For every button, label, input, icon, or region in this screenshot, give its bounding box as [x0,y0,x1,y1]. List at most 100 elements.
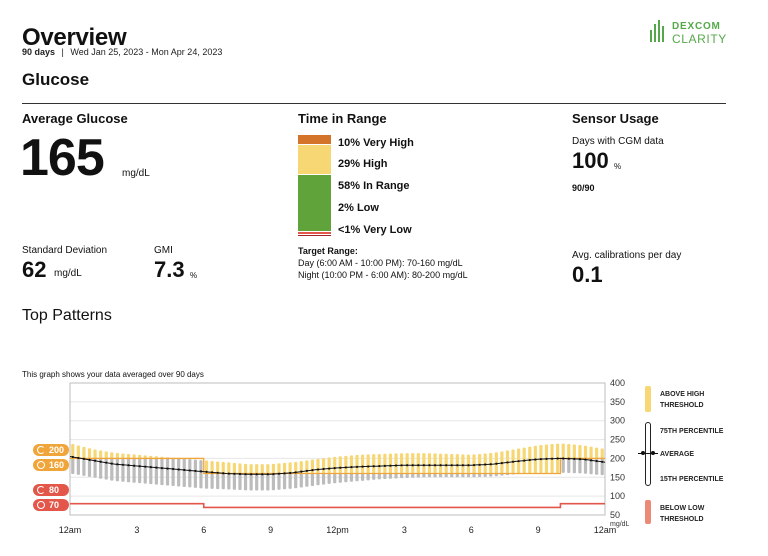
average-point [562,457,565,460]
target-range-night: Night (10:00 PM - 6:00 AM): 80-200 mg/dL [298,270,468,280]
night-high-value: 200 [49,445,65,455]
above-threshold-bar [221,461,225,474]
percentile-bar [87,458,92,477]
percentile-bar [572,458,576,474]
above-threshold-bar [299,461,303,474]
legend-average-dot [651,451,655,455]
above-threshold-bar [377,453,381,474]
legend-above-label: ABOVE HIGH THRESHOLD [660,391,705,409]
logo-product: CLARITY [672,32,727,46]
day-high-value: 160 [49,460,65,470]
above-threshold-bar [338,456,342,474]
percentile-bar [483,473,487,477]
average-point [601,460,604,463]
above-threshold-bar [271,463,276,474]
tir-label-very-low: <1% Very Low [338,224,412,236]
above-threshold-bar [232,462,237,474]
percentile-bar [115,458,119,482]
average-point [300,470,303,473]
average-point [506,461,509,464]
average-point [450,464,453,467]
average-point [294,471,297,474]
average-point [211,471,214,474]
x-tick-label: 12am [594,525,617,535]
percentile-bar [466,473,471,478]
legend-p15-label: 15TH PERCENTILE [660,476,724,483]
y-tick-label: 100 [610,491,625,501]
above-threshold-bar [394,453,398,474]
percentile-bar [321,473,326,485]
percentile-bar [338,473,342,483]
average-point [121,463,125,466]
above-threshold-bar [399,453,404,474]
above-threshold-bar [121,453,125,459]
average-point [183,468,186,472]
average-point [261,473,264,476]
percentile-bar [182,458,186,487]
percentile-bar [171,458,175,487]
target-range-title: Target Range: [298,246,358,256]
above-threshold-bar [383,453,387,474]
gmi-value: 7.3 [154,257,185,282]
night-low-value: 80 [49,485,60,495]
average-point [166,467,169,470]
average-point [372,465,375,468]
above-threshold-bar [422,453,426,474]
average-point [517,460,520,463]
percentile-bar [567,458,571,474]
sensor-usage-title: Sensor Usage [572,111,659,126]
above-threshold-bar [589,446,593,459]
average-point [478,463,481,466]
above-threshold-bar [76,445,80,459]
average-glucose-title: Average Glucose [22,111,128,126]
average-point [171,467,175,471]
percentile-bar [216,473,220,490]
average-point [550,457,554,460]
page-title: Overview [22,24,127,51]
average-point [266,473,269,476]
period-days: 90 days [22,47,56,57]
average-point [155,466,158,469]
percentile-bar [277,473,281,490]
percentile-bar [99,458,103,479]
above-threshold-bar [104,451,108,459]
above-threshold-bar [450,453,454,474]
percentile-bar [294,473,298,489]
x-tick-label: 12am [59,525,82,535]
percentile-bar [188,459,192,488]
section-title-glucose: Glucose [22,70,90,89]
percentile-bar [243,473,248,491]
percentile-bar [461,473,465,478]
percentile-bar [204,473,209,489]
tir-segment-low [298,231,331,235]
x-tick-label: 6 [469,525,474,535]
sun-icon [37,461,45,469]
above-threshold-bar [388,453,393,474]
percentile-bar [71,458,75,474]
above-threshold-bar [355,454,359,474]
average-point [311,469,314,472]
above-threshold-bar [327,457,331,474]
percentile-bar [177,458,181,487]
calibrations-value: 0.1 [572,262,603,287]
percentile-bar [578,458,582,474]
legend-below-swatch [645,500,651,524]
percentile-bar [394,473,398,479]
percentile-bar [138,458,142,484]
legend-p75-label: 75TH PERCENTILE [660,428,724,435]
average-point [160,466,164,470]
chart-frame [69,382,606,516]
average-point [417,464,420,467]
average-point [355,465,359,468]
percentile-bar [266,473,270,491]
average-point [77,456,80,460]
section-divider [22,103,726,104]
above-threshold-bar [372,454,376,474]
y-unit-label: mg/dL [610,521,630,528]
cgm-days-label: Days with CGM data [572,136,664,147]
y-tick-label: 150 [610,472,625,482]
percentile-bar [249,473,253,491]
percentile-bar [478,473,482,478]
average-point [383,464,386,467]
percentile-bar [76,458,80,475]
